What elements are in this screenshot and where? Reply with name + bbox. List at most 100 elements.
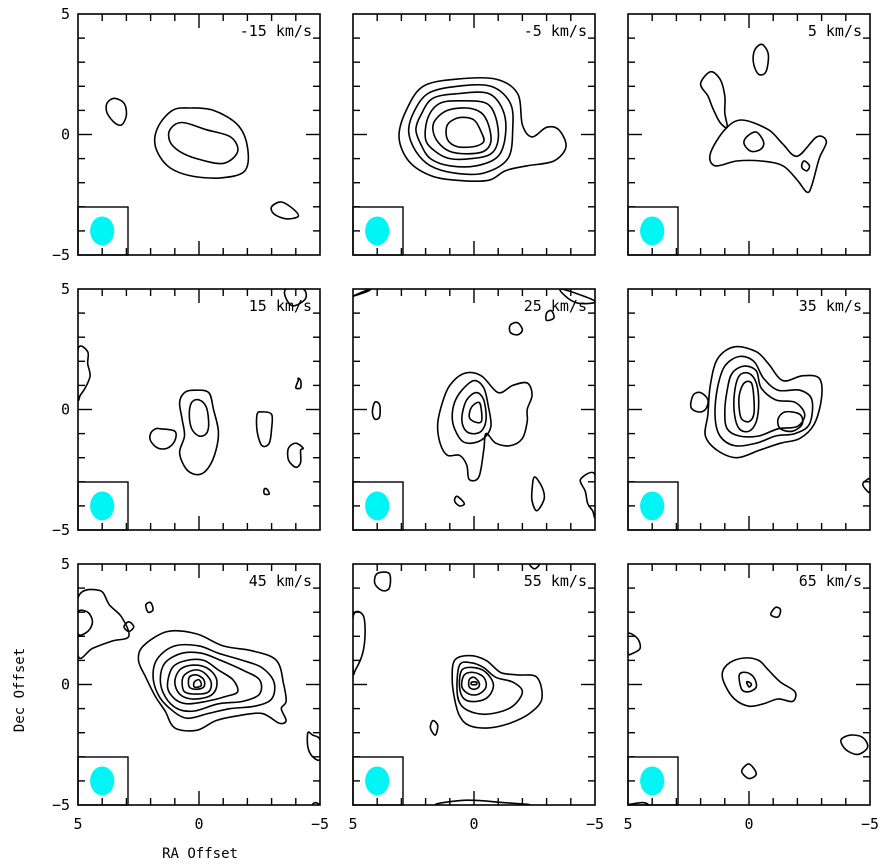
velocity-label: -15 km/s: [240, 22, 312, 40]
contour-line: [311, 801, 320, 805]
contour-line: [458, 666, 495, 703]
tick-group: [78, 14, 320, 255]
contour-line: [137, 629, 287, 732]
contour-line: [306, 731, 320, 762]
contour-line: [105, 97, 128, 127]
contour-group: [78, 289, 308, 496]
velocity-label: 35 km/s: [799, 297, 862, 315]
contour-line: [689, 391, 709, 413]
contour-line: [451, 654, 543, 729]
contour-line: [699, 70, 729, 129]
contour-line: [159, 651, 263, 713]
contour-group: [353, 564, 543, 805]
panel-frame: [352, 13, 596, 256]
contour-line: [714, 355, 814, 447]
beam-ellipse: [640, 491, 665, 521]
contour-line: [270, 201, 300, 220]
tick-group: [78, 564, 320, 805]
contour-line: [431, 107, 492, 155]
contour-line: [461, 391, 487, 435]
contour-line: [144, 601, 154, 614]
tick-group: [628, 564, 870, 805]
contour-line: [528, 564, 541, 570]
beam-ellipse: [365, 491, 390, 521]
x-tick-label: −5: [311, 815, 329, 833]
panel-frame: [352, 288, 596, 531]
contour-line: [78, 588, 130, 660]
contour-line: [861, 477, 870, 494]
contour-line: [436, 371, 533, 482]
contour-line: [149, 427, 177, 450]
channel-panel: 35 km/s: [627, 288, 871, 531]
contour-line: [263, 487, 271, 496]
contour-group: [699, 43, 828, 194]
contour-group: [78, 588, 320, 805]
y-tick-label: 0: [61, 676, 70, 694]
contour-line: [721, 657, 797, 708]
contour-line: [78, 345, 91, 402]
beam-ellipse: [90, 216, 115, 246]
contour-line: [78, 609, 94, 636]
y-tick-label: 5: [61, 280, 70, 298]
beam-ellipse: [365, 216, 390, 246]
contour-line: [743, 131, 765, 153]
contour-line: [353, 289, 372, 298]
channel-panel: 5 km/s: [627, 13, 871, 256]
panel-frame: [627, 288, 871, 531]
contour-line: [740, 763, 758, 780]
y-tick-label: −5: [52, 796, 70, 814]
contour-group: [628, 606, 869, 805]
panel-grid: -15 km/s 5 0 −5 -5 km/s 5 km/s 15 km/s 5 0 −5 25 k…: [52, 5, 879, 833]
contour-line: [470, 681, 478, 686]
contour-line: [286, 442, 305, 469]
contour-line: [708, 119, 828, 194]
beam-ellipse: [640, 216, 665, 246]
contour-line: [445, 116, 485, 149]
contour-group: [689, 345, 870, 494]
y-tick-label: 5: [61, 555, 70, 573]
contour-line: [255, 411, 274, 448]
contour-line: [373, 571, 392, 592]
contour-line: [174, 664, 218, 700]
contour-line: [187, 674, 206, 691]
contour-line: [294, 377, 302, 390]
contour-line: [559, 289, 595, 305]
contour-line: [724, 365, 806, 438]
contour-line: [398, 76, 567, 183]
x-tick-label: 5: [73, 815, 82, 833]
contour-line: [800, 160, 811, 172]
velocity-label: 5 km/s: [808, 22, 862, 40]
contour-line: [181, 669, 213, 695]
contour-line: [530, 476, 546, 512]
contour-line: [371, 401, 381, 421]
beam-ellipse: [640, 766, 665, 796]
x-tick-label: 5: [623, 815, 632, 833]
y-tick-label: 5: [61, 5, 70, 23]
contour-line: [745, 680, 753, 688]
contour-line: [167, 121, 239, 165]
contour-line: [453, 495, 466, 507]
velocity-label: 45 km/s: [249, 572, 312, 590]
contour-line: [752, 43, 770, 76]
x-axis-title: RA Offset: [162, 846, 238, 862]
contour-line: [283, 289, 308, 307]
contour-line: [456, 661, 524, 716]
contour-line: [738, 380, 756, 423]
y-axis-title: Dec Offset: [12, 648, 28, 732]
contour-line: [188, 398, 210, 438]
channel-panel: 55 km/s 5 0 −5: [348, 563, 604, 833]
contour-line: [628, 632, 642, 656]
velocity-label: 25 km/s: [524, 297, 587, 315]
contour-line: [415, 91, 507, 168]
contour-line: [840, 734, 869, 756]
contour-line: [152, 643, 276, 720]
y-tick-label: −5: [52, 521, 70, 539]
channel-panel: 15 km/s 5 0 −5: [52, 280, 321, 539]
contour-line: [776, 410, 804, 433]
contour-line: [460, 671, 488, 696]
contour-group: [105, 97, 300, 220]
contour-line: [628, 801, 649, 805]
contour-line: [153, 107, 250, 179]
contour-line: [733, 371, 760, 433]
